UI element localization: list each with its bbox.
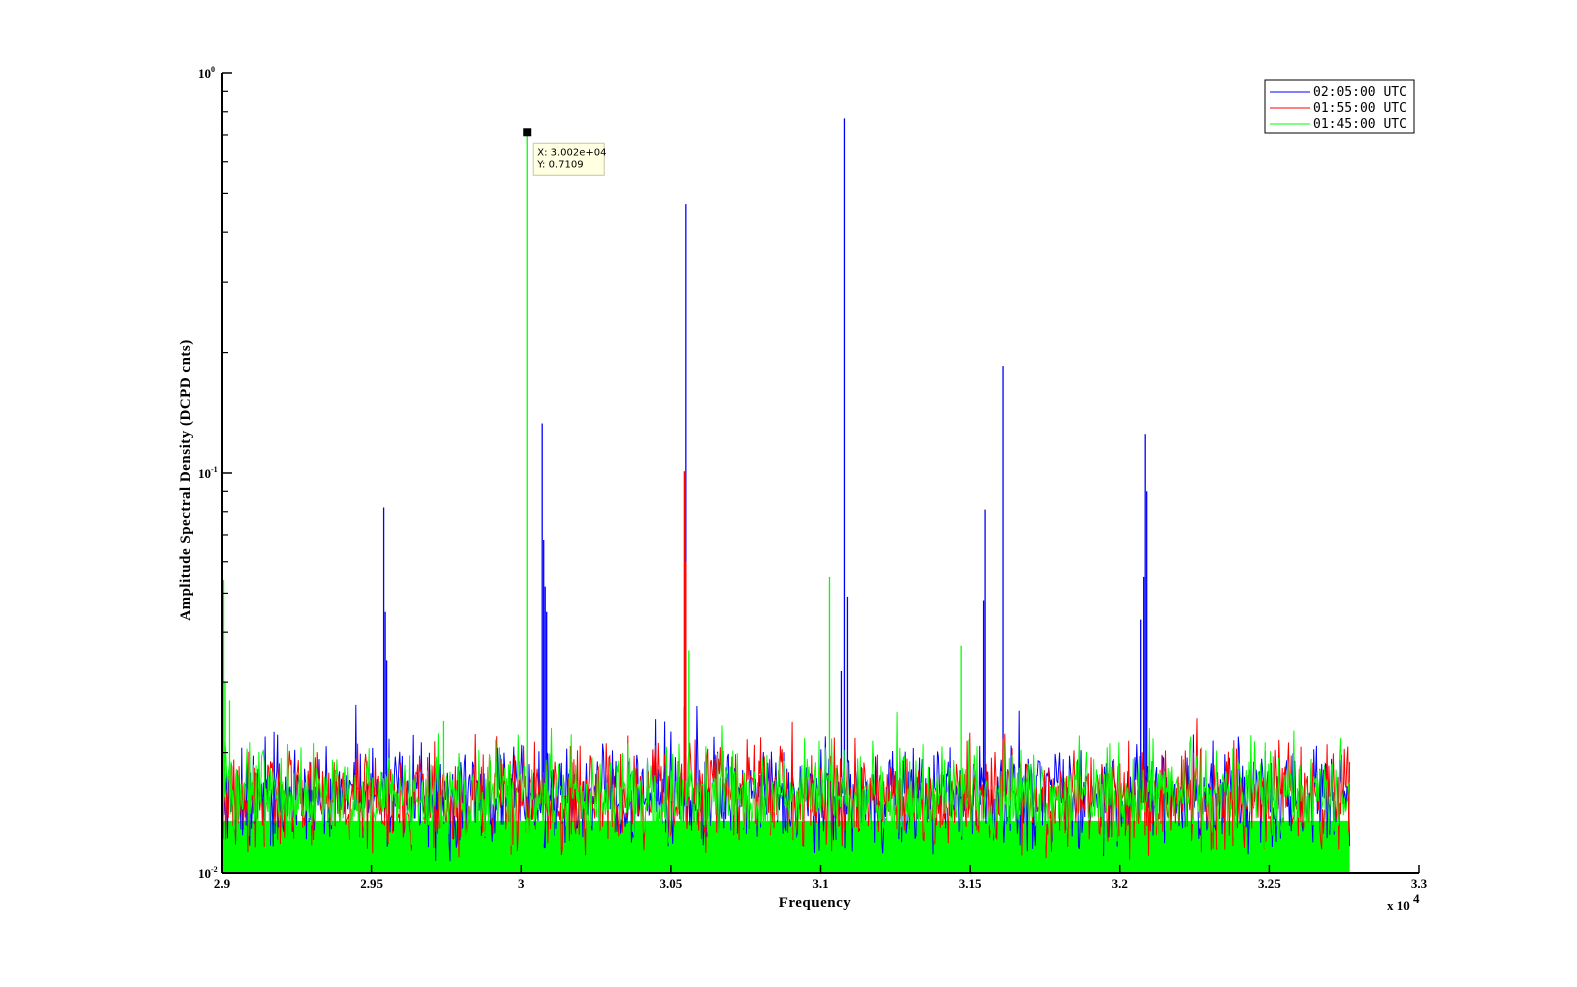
data-tip-marker[interactable] bbox=[523, 128, 532, 137]
data-tip-box bbox=[532, 142, 605, 176]
y-axis-ticks: 10-2 10-1 100 bbox=[198, 65, 232, 881]
x-tick-label-8: 3.25 bbox=[1258, 876, 1281, 891]
x-tick-label-2: 2.95 bbox=[360, 876, 383, 891]
legend-label-2: 01:55:00 UTC bbox=[1313, 101, 1407, 116]
data-tip-y: Y: 0.7109 bbox=[536, 159, 583, 170]
x-exponent-base: x 10 bbox=[1387, 898, 1410, 913]
series-3-noise-trace bbox=[221, 712, 1351, 864]
x-tick-label-1: 2.9 bbox=[214, 876, 231, 891]
x-axis-ticks: 2.9 2.95 3 3.05 3.1 3.15 3.2 3.25 3.3 bbox=[214, 865, 1428, 891]
x-axis-label: Frequency bbox=[779, 895, 852, 911]
series-1 bbox=[221, 118, 1351, 862]
x-tick-label-7: 3.2 bbox=[1112, 876, 1128, 891]
x-tick-label-4: 3.05 bbox=[660, 876, 683, 891]
x-tick-label-3: 3 bbox=[518, 876, 525, 891]
y-tick-label-3: 100 bbox=[198, 65, 215, 81]
legend-label-1: 02:05:00 UTC bbox=[1313, 85, 1407, 100]
y-tick-label-2: 10-1 bbox=[198, 465, 218, 481]
data-tip-x: X: 3.002e+04 bbox=[537, 147, 606, 158]
legend-label-3: 01:45:00 UTC bbox=[1313, 117, 1407, 132]
data-tip[interactable]: X: 3.002e+04 Y: 0.7109 bbox=[523, 128, 607, 176]
x-axis-exponent: x 10 4 bbox=[1387, 891, 1420, 913]
x-exponent-power: 4 bbox=[1413, 891, 1420, 906]
x-tick-label-6: 3.15 bbox=[959, 876, 982, 891]
series-3 bbox=[221, 132, 1351, 864]
x-tick-label-5: 3.1 bbox=[812, 876, 828, 891]
y-axis-label: Amplitude Spectral Density (DCPD cnts) bbox=[178, 339, 194, 620]
x-tick-label-9: 3.3 bbox=[1411, 876, 1428, 891]
plot-traces bbox=[221, 118, 1351, 873]
y-tick-label-1: 10-2 bbox=[198, 865, 218, 881]
